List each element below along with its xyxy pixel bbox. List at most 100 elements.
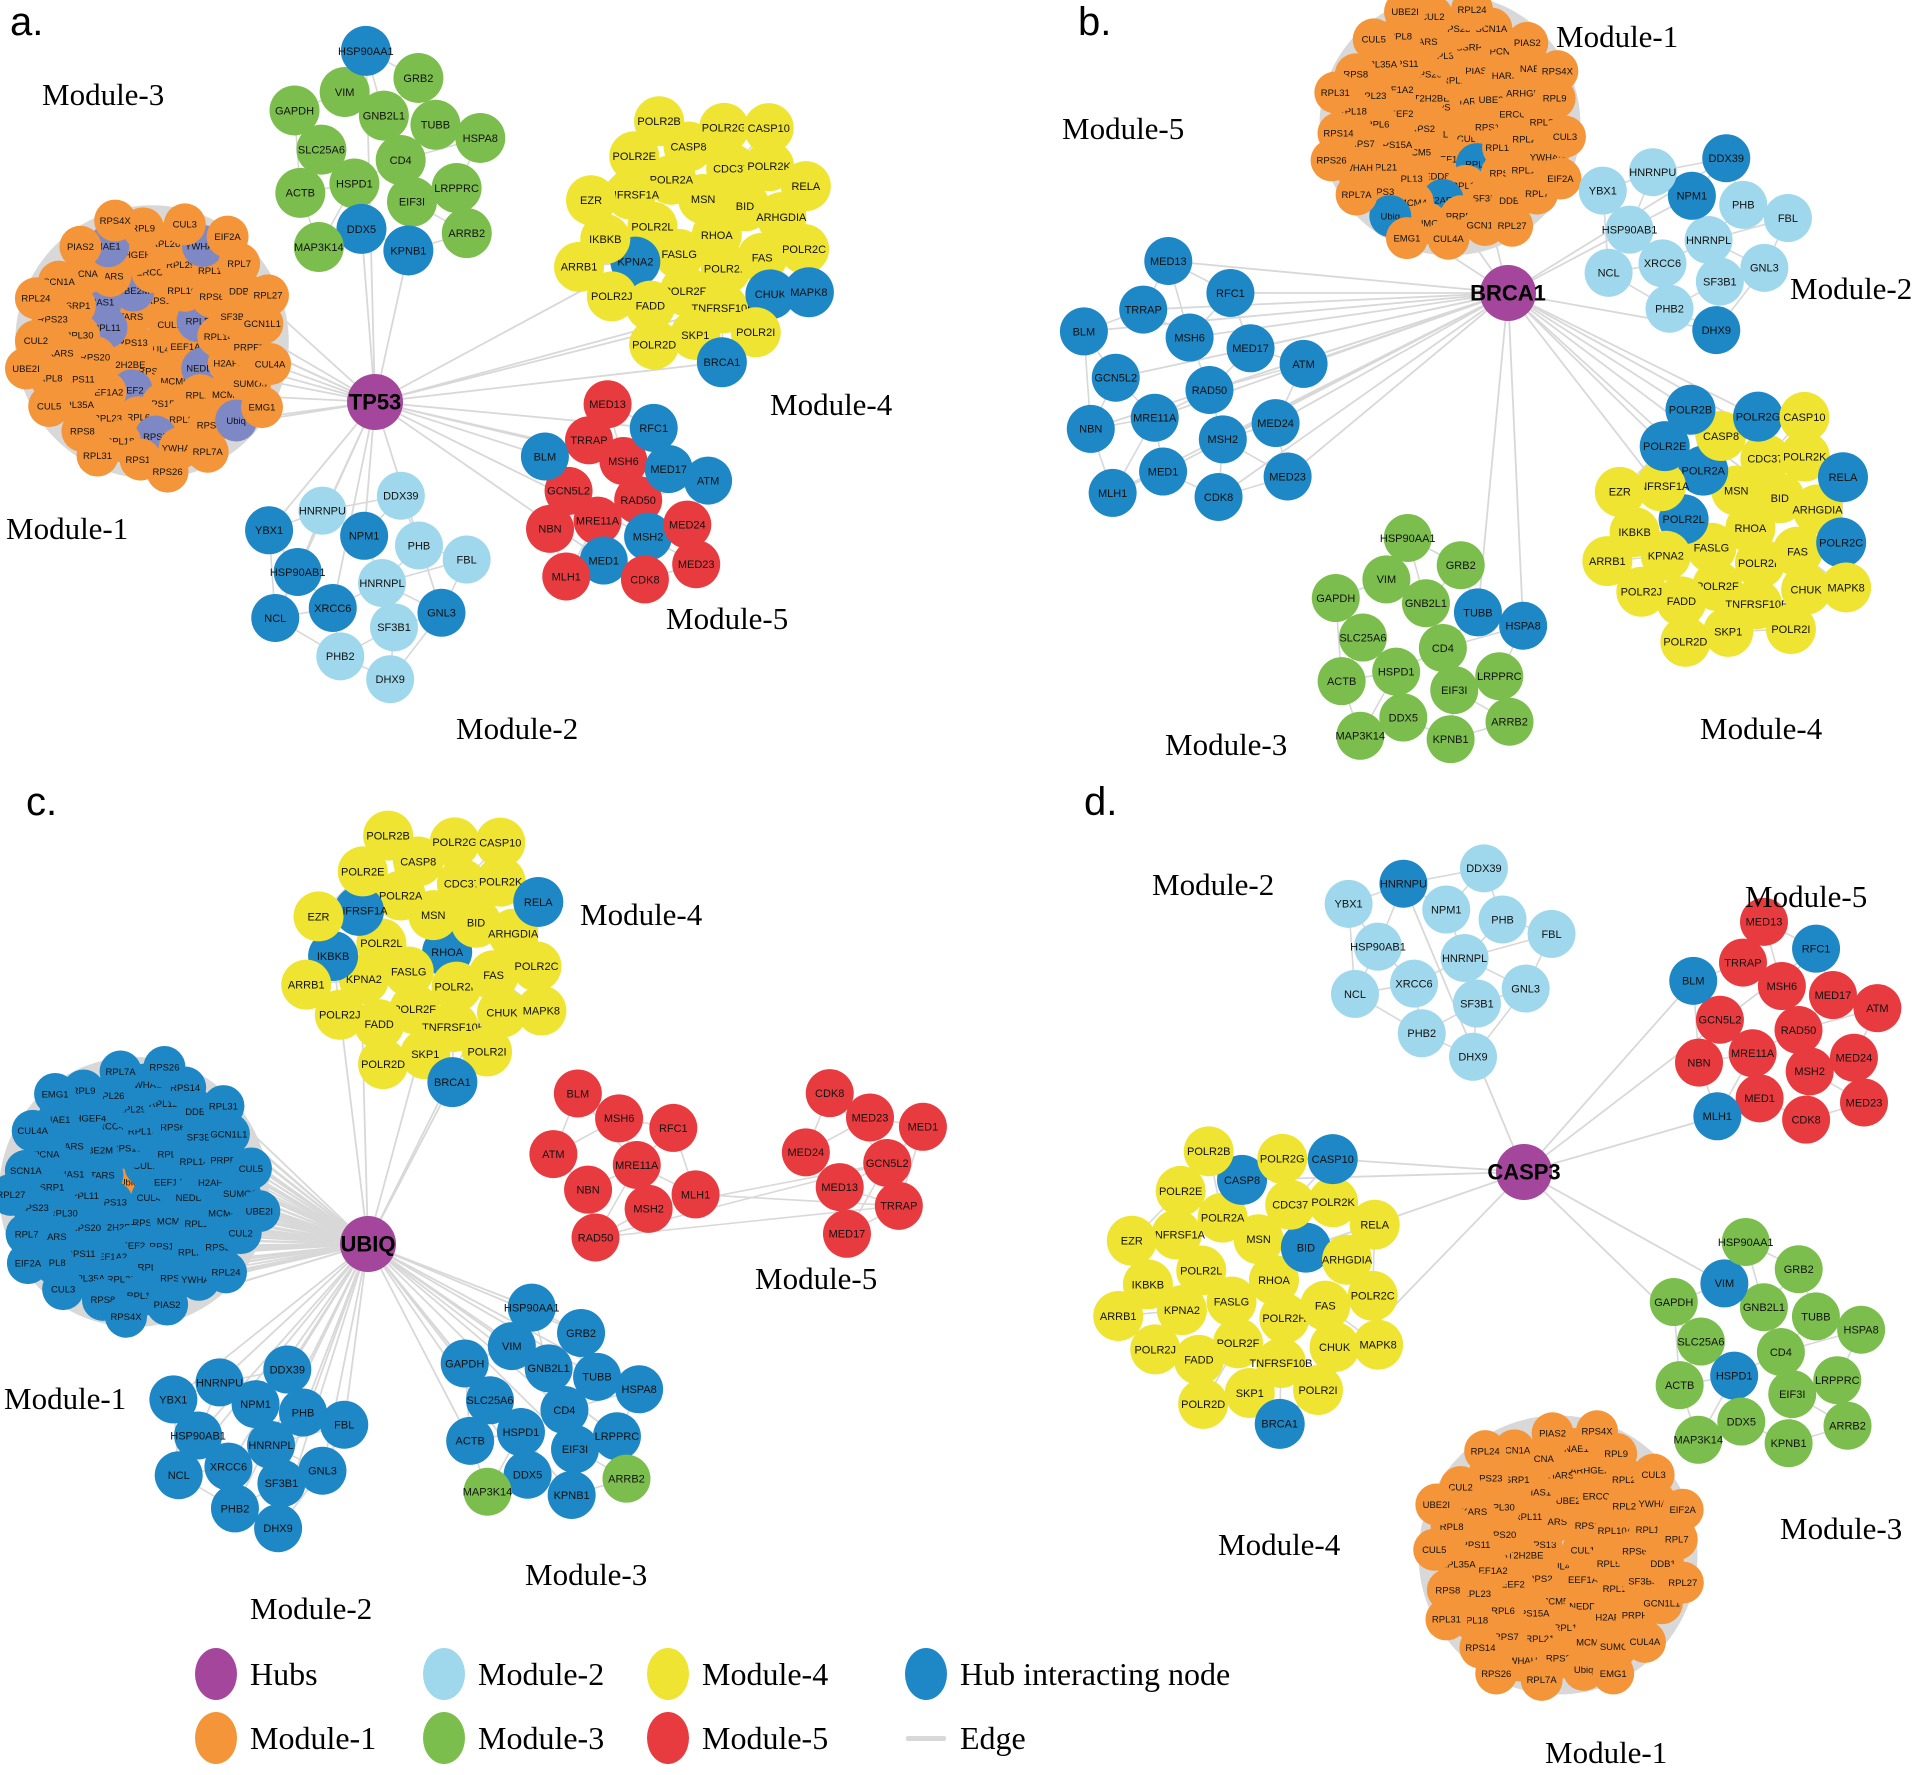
- svg-text:SSRP1: SSRP1: [1456, 43, 1487, 54]
- svg-text:RPS11: RPS11: [1461, 1540, 1490, 1551]
- node-a-MED24: MED24: [663, 500, 712, 549]
- node-c-MED13: MED13: [815, 1163, 864, 1212]
- node-b-GCN5L2: GCN5L2: [1091, 353, 1140, 402]
- node-d-SLC25A6: SLC25A6: [1676, 1317, 1725, 1366]
- svg-text:CUL4A: CUL4A: [255, 359, 286, 370]
- module-3-swatch-icon: [423, 1712, 465, 1764]
- svg-text:RPL21: RPL21: [1368, 162, 1397, 173]
- svg-text:NAE1: NAE1: [46, 1115, 71, 1126]
- svg-text:TUBB: TUBB: [421, 120, 450, 132]
- node-d-RHOA: RHOA: [1248, 1255, 1299, 1305]
- node-d-POLR2E: POLR2E: [1155, 1165, 1206, 1216]
- svg-text:MED13: MED13: [589, 399, 626, 411]
- svg-text:ARHGEF4: ARHGEF4: [111, 250, 156, 261]
- node-d-TNFRSF1A: TNFRSF1A: [1148, 1209, 1206, 1260]
- node-d-HSP90AA1: HSP90AA1: [1718, 1217, 1774, 1266]
- node-c-MED23: MED23: [845, 1093, 894, 1142]
- node-c-MED24: MED24: [781, 1128, 830, 1177]
- svg-text:HSP90AB1: HSP90AB1: [270, 567, 326, 579]
- node-d-CHUK: CHUK: [1309, 1322, 1360, 1373]
- node-c-EMG1: EMG1: [34, 1072, 77, 1115]
- svg-text:DDX39: DDX39: [383, 491, 418, 503]
- svg-text:XRCC6: XRCC6: [1644, 258, 1681, 270]
- svg-text:POLR2G: POLR2G: [702, 123, 747, 135]
- edge: [1250, 292, 1509, 350]
- svg-text:FAS: FAS: [1787, 546, 1808, 558]
- svg-text:PIAS2: PIAS2: [154, 1300, 181, 1311]
- svg-text:GAPDH: GAPDH: [1316, 593, 1355, 605]
- node-c-LRPPRC: LRPPRC: [592, 1412, 641, 1461]
- edge: [1523, 980, 1694, 1173]
- svg-text:GNL3: GNL3: [1750, 263, 1779, 275]
- svg-text:NPM1: NPM1: [1677, 191, 1708, 203]
- svg-text:TNFRSF1A: TNFRSF1A: [1148, 1229, 1206, 1241]
- svg-text:CASP8: CASP8: [670, 141, 706, 153]
- svg-text:RPS4X: RPS4X: [100, 216, 132, 227]
- svg-text:RPL7A: RPL7A: [106, 1067, 137, 1078]
- hub-node-CASP3: CASP3: [1487, 1144, 1561, 1200]
- svg-text:HNRNPL: HNRNPL: [248, 1440, 293, 1452]
- node-a-MED13: MED13: [583, 380, 632, 429]
- node-d-HSPD1: HSPD1: [1710, 1351, 1759, 1400]
- svg-text:RPL21: RPL21: [178, 1248, 207, 1259]
- svg-text:HIST2H2BE: HIST2H2BE: [1398, 94, 1450, 105]
- svg-text:RPL26: RPL26: [95, 1091, 124, 1102]
- svg-text:EEF1A1: EEF1A1: [170, 342, 205, 353]
- node-b-MAP3K14: MAP3K14: [1336, 711, 1386, 760]
- node-a-POLR2I: POLR2I: [730, 307, 781, 358]
- svg-text:GNL3: GNL3: [427, 608, 456, 620]
- svg-text:POLR2D: POLR2D: [1181, 1399, 1225, 1411]
- node-d-HSP90AB1: HSP90AB1: [1350, 922, 1406, 971]
- svg-text:ARRB2: ARRB2: [1829, 1421, 1866, 1433]
- svg-text:VIM: VIM: [335, 87, 355, 99]
- svg-text:DHX9: DHX9: [263, 1523, 292, 1535]
- svg-text:HSP90AA1: HSP90AA1: [504, 1302, 560, 1314]
- node-a-BLM: BLM: [520, 432, 569, 481]
- node-c-RAD50: RAD50: [571, 1213, 620, 1262]
- svg-text:HSPD1: HSPD1: [1378, 667, 1415, 679]
- svg-text:KPNA2: KPNA2: [617, 257, 653, 269]
- node-c-POLR2C: POLR2C: [511, 941, 562, 992]
- svg-text:YBX1: YBX1: [255, 525, 283, 537]
- node-b-EIF2A: EIF2A: [1539, 157, 1582, 200]
- svg-text:CASP10: CASP10: [748, 123, 790, 135]
- svg-text:VIM: VIM: [502, 1341, 522, 1353]
- node-d-MED23: MED23: [1840, 1078, 1889, 1127]
- node-d-MSN: MSN: [1233, 1214, 1284, 1265]
- node-a-SLC25A6: SLC25A6: [296, 124, 347, 175]
- svg-text:MAP3K14: MAP3K14: [1336, 731, 1386, 743]
- svg-text:FADD: FADD: [365, 1019, 394, 1031]
- node-d-UBE2I: UBE2I: [1415, 1483, 1458, 1526]
- svg-text:PIAS1: PIAS1: [1524, 1487, 1551, 1498]
- svg-text:LRPPRC: LRPPRC: [434, 183, 479, 195]
- svg-text:RPL30: RPL30: [49, 1209, 78, 1220]
- node-b-POLR2B: POLR2B: [1665, 384, 1716, 435]
- svg-text:Ubiq: Ubiq: [226, 416, 246, 427]
- node-b-UBE2I: UBE2I: [1384, 0, 1427, 33]
- svg-text:POLR2D: POLR2D: [1663, 637, 1707, 649]
- module-5-swatch-icon: [647, 1712, 689, 1764]
- node-c-FADD: FADD: [354, 999, 405, 1050]
- svg-text:EEF2: EEF2: [1501, 1580, 1525, 1591]
- node-a-TRRAP: TRRAP: [564, 416, 613, 465]
- svg-text:RHOA: RHOA: [431, 947, 463, 959]
- svg-text:UBE2M: UBE2M: [1479, 95, 1512, 106]
- svg-text:RPS13: RPS13: [118, 338, 148, 349]
- svg-text:RPS20: RPS20: [1412, 70, 1442, 81]
- edge: [1523, 1171, 1725, 1285]
- node-a-RPL7A: RPL7A: [186, 430, 229, 473]
- node-a-TNFRSF1A: TNFRSF1A: [602, 169, 660, 220]
- node-b-MRE11A: MRE11A: [1130, 393, 1179, 442]
- svg-text:RPS15A: RPS15A: [1513, 1609, 1550, 1620]
- legend-label: Hub interacting node: [960, 1655, 1231, 1692]
- svg-text:RHOA: RHOA: [701, 230, 733, 242]
- svg-text:TARS: TARS: [1542, 1517, 1567, 1528]
- node-d-ARRB2: ARRB2: [1823, 1401, 1872, 1450]
- svg-text:RPS7: RPS7: [143, 432, 168, 443]
- svg-text:RPL27: RPL27: [1498, 221, 1527, 232]
- svg-text:PHB2: PHB2: [326, 651, 355, 663]
- svg-text:RAD50: RAD50: [1192, 385, 1227, 397]
- svg-text:MSN: MSN: [1724, 485, 1749, 497]
- node-c-RFC1: RFC1: [649, 1103, 698, 1152]
- svg-text:RPL24: RPL24: [1471, 1446, 1500, 1457]
